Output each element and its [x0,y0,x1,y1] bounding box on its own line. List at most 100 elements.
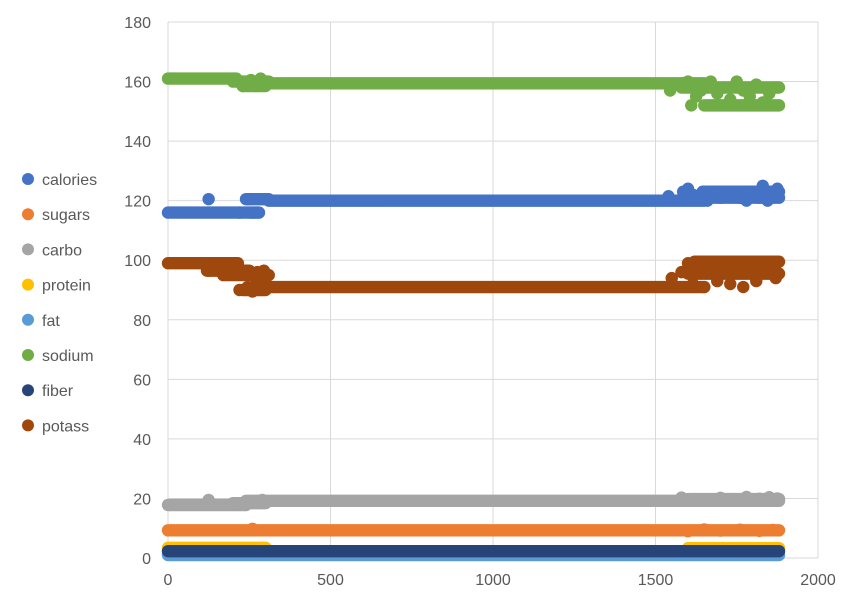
data-point [251,206,264,219]
series-carbo [161,490,786,512]
legend-marker [22,419,34,432]
data-point [743,259,756,273]
data-point [241,192,254,206]
data-point [675,491,688,504]
data-point [714,491,727,505]
y-tick-label: 0 [142,551,151,568]
data-point [259,192,272,206]
series-sugars [161,522,786,538]
data-point [681,257,695,270]
data-point [665,271,678,285]
data-point [740,194,753,207]
data-point [724,277,737,291]
data-point [727,492,740,506]
y-tick-label: 140 [124,134,151,151]
data-point [701,493,714,506]
legend-label: calories [42,172,97,189]
legend-entry-sugars: sugars [22,207,90,224]
data-point [663,84,677,97]
x-tick-label: 1000 [475,572,511,589]
data-point [766,523,779,537]
data-point [756,96,769,109]
legend-label: sodium [42,348,94,365]
data-point [750,78,763,91]
y-tick-label: 40 [133,432,151,449]
series-potass [161,255,786,298]
y-tick-label: 80 [133,313,151,330]
x-tick-label: 0 [164,572,173,589]
series-calories [161,179,786,219]
x-tick-label: 1500 [638,572,674,589]
data-point [202,493,215,507]
legend: calories sugars carbo protein fat sodium fiber… [22,172,97,435]
legend-marker [22,208,34,221]
data-point [662,190,675,203]
data-point [756,179,769,192]
data-point [717,262,730,276]
data-point [740,490,753,504]
data-point [743,90,756,103]
y-tick-label: 20 [133,491,151,508]
legend-entry-fat: fat [22,313,60,330]
legend-marker [22,384,34,397]
y-tick-label: 120 [124,194,151,211]
data-point [753,524,766,538]
legend-entry-sodium: sodium [22,348,94,365]
data-point [730,265,743,279]
x-tick-label: 500 [317,572,344,589]
data-point [753,492,766,505]
legend-label: fat [42,313,60,330]
legend-marker [22,243,34,256]
series-sodium [161,72,786,112]
data-point [769,81,782,94]
data-point [724,93,737,106]
legend-marker [22,349,34,361]
data-point [698,523,711,536]
data-point [771,182,784,195]
data-point [202,264,215,277]
legend-label: protein [42,278,91,295]
data-point [711,274,724,288]
y-tick-label: 60 [133,372,151,389]
data-point [750,274,763,288]
data-point [686,277,700,291]
y-tick-label: 100 [124,253,151,270]
data-point [704,257,717,270]
data-point [737,280,750,294]
data-point [681,525,695,538]
data-point [257,264,271,277]
legend-label: potass [42,418,89,435]
data-point [733,523,747,536]
data-point [246,522,259,536]
data-point [698,280,711,294]
data-point [730,75,743,88]
legend-label: sugars [42,207,90,224]
data-point [763,257,776,270]
data-point [704,75,717,88]
data-point [691,262,704,276]
data-point [717,81,730,94]
data-point [714,524,727,537]
legend-entry-potass: potass [22,418,89,435]
data-point [246,285,259,298]
data-point [675,265,688,279]
plot-area [161,72,786,562]
legend-entry-calories: calories [22,172,97,189]
legend-marker [22,278,34,291]
x-tick-label: 2000 [800,572,836,589]
y-tick-label: 180 [124,15,151,32]
axis-tick-labels: 0 20 40 60 80 100 120 140 160 180 0 500 1000 1500 2000 [124,15,836,589]
data-point [681,75,695,88]
data-point [771,492,784,505]
data-point [202,192,215,206]
legend-entry-protein: protein [22,278,91,295]
legend-entry-carbo: carbo [22,242,82,259]
legend-entry-fiber: fiber [22,383,74,400]
data-point [769,271,782,285]
y-tick-label: 160 [124,75,151,92]
legend-label: fiber [42,383,74,400]
data-point [756,265,769,279]
data-point [688,492,701,506]
